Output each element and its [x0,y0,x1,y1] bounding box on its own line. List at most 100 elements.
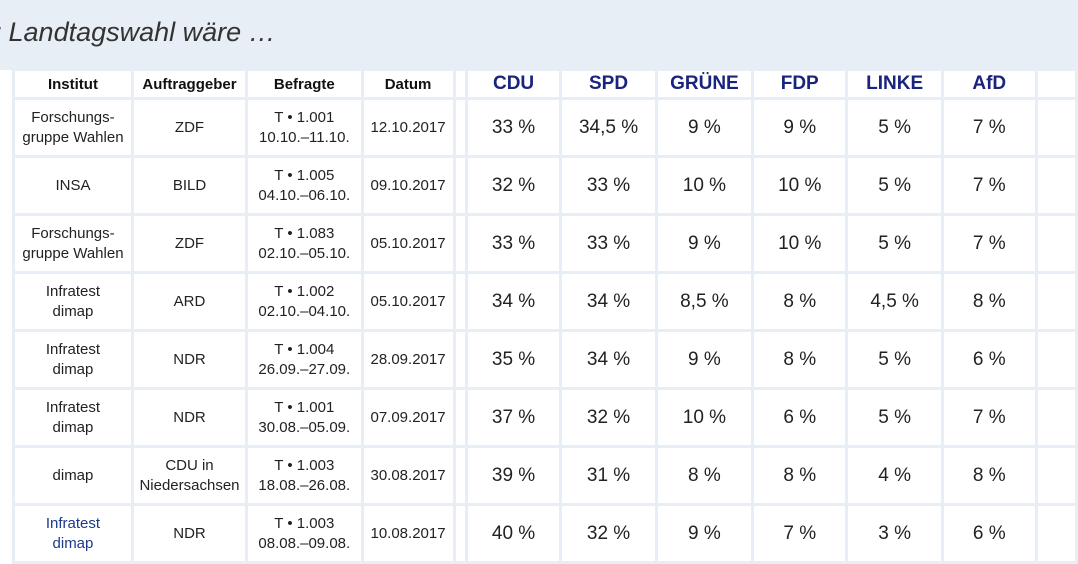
cell-afd: 8 % [943,448,1035,503]
befragte-count: T • 1.004 [274,340,335,358]
institut-line1: dimap [52,466,94,484]
cell-gruene: 9 % [657,216,751,271]
befragte-period: 10.10.–11.10. [258,128,350,146]
cell-overflow [1037,506,1075,561]
cell-spacer [455,274,465,329]
cell-befragte: T • 1.002 02.10.–04.10. [248,274,361,329]
cell-afd: 6 % [943,332,1035,387]
cell-spd: 32 % [562,506,655,561]
header-spacer [455,71,465,97]
institut-link-line1[interactable]: Infratest [45,514,101,532]
cell-fdp: 8 % [754,332,846,387]
cell-linke: 4 % [848,448,941,503]
befragte-period: 08.08.–09.08. [258,534,351,552]
cell-afd: 7 % [943,100,1035,155]
cell-overflow [1037,216,1075,271]
auftraggeber-line1: ZDF [174,118,205,136]
cell-afd: 7 % [943,216,1035,271]
header-linke[interactable]: LINKE [848,71,941,97]
cell-overflow [1037,390,1075,445]
befragte-period: 04.10.–06.10. [258,186,351,204]
header-auftraggeber: Auftraggeber [133,71,246,97]
cell-auftraggeber: BILD [133,158,246,213]
cell-befragte: T • 1.001 30.08.–05.09. [248,390,361,445]
cell-befragte: T • 1.005 04.10.–06.10. [248,158,361,213]
cell-cdu: 32 % [467,158,560,213]
table-row: INSA BILD T • 1.005 04.10.–06.10. 09.10.2… [15,158,1075,213]
auftraggeber-line1: ZDF [174,234,205,252]
cell-linke: 4,5 % [848,274,941,329]
cell-linke: 3 % [848,506,941,561]
table-row: Infratest dimap ARD T • 1.002 02.10.–04.10… [15,274,1075,329]
befragte-count: T • 1.001 [274,108,335,126]
cell-cdu: 37 % [467,390,560,445]
cell-institut: Infratest dimap [15,390,131,445]
befragte-period: 18.08.–26.08. [258,476,351,494]
auftraggeber-line1: ARD [173,292,206,310]
auftraggeber-line1: BILD [172,176,207,194]
institut-line1: Infratest [45,340,101,358]
befragte-count: T • 1.005 [274,166,335,184]
cell-institut: INSA [15,158,131,213]
cell-cdu: 40 % [467,506,560,561]
cell-institut: Infratest dimap [15,332,131,387]
cell-institut: dimap [15,448,131,503]
cell-spacer [455,216,465,271]
institut-link-line2[interactable]: dimap [52,534,94,552]
table-row: Infratest dimap NDR T • 1.001 30.08.–05.09… [15,390,1075,445]
cell-auftraggeber: NDR [133,506,246,561]
befragte-period: 02.10.–05.10. [258,244,351,262]
cell-gruene: 9 % [657,332,751,387]
befragte-count: T • 1.083 [274,224,335,242]
cell-befragte: T • 1.003 18.08.–26.08. [248,448,361,503]
befragte-count: T • 1.003 [274,456,335,474]
cell-befragte: T • 1.083 02.10.–05.10. [248,216,361,271]
header-spd[interactable]: SPD [562,71,655,97]
cell-spacer [455,332,465,387]
institut-line2: gruppe Wahlen [22,244,124,262]
cell-fdp: 10 % [754,158,846,213]
header-cdu[interactable]: CDU [467,71,560,97]
cell-institut: Forschungs-gruppe Wahlen [15,100,131,155]
institut-line1: Infratest [45,282,101,300]
table-row: Forschungs-gruppe Wahlen ZDF T • 1.001 10… [15,100,1075,155]
cell-afd: 8 % [943,274,1035,329]
auftraggeber-line1: NDR [173,350,206,368]
cell-cdu: 33 % [467,100,560,155]
cell-fdp: 9 % [754,100,846,155]
auftraggeber-line2: Niedersachsen [139,476,240,494]
header-fdp[interactable]: FDP [754,71,846,97]
cell-spd: 32 % [562,390,655,445]
institut-line2: dimap [52,302,94,320]
header-datum: Datum [363,71,453,97]
cell-cdu: 35 % [467,332,560,387]
cell-institut: Infratest dimap [15,274,131,329]
befragte-count: T • 1.001 [274,398,335,416]
header-institut: Institut [15,71,131,97]
institut-line1: Infratest [45,398,101,416]
header-row: Institut Auftraggeber Befragte Datum CDU… [15,71,1075,97]
poll-table: Institut Auftraggeber Befragte Datum CDU… [12,68,1078,564]
table-row: dimap CDU in Niedersachsen T • 1.003 18.08… [15,448,1075,503]
cell-auftraggeber: NDR [133,332,246,387]
institut-line2: dimap [52,360,94,378]
table-row: Infratest dimap NDR T • 1.004 26.09.–27.09… [15,332,1075,387]
institut-line1: INSA [55,176,91,194]
header-afd[interactable]: AfD [943,71,1035,97]
institut-line2: gruppe Wahlen [22,128,124,146]
auftraggeber-line1: CDU in [165,456,214,474]
cell-spacer [455,506,465,561]
cell-datum: 10.08.2017 [363,506,453,561]
cell-gruene: 8 % [657,448,751,503]
cell-linke: 5 % [848,390,941,445]
cell-overflow [1037,158,1075,213]
header-overflow [1037,71,1075,97]
cell-datum: 28.09.2017 [363,332,453,387]
cell-institut[interactable]: Infratest dimap [15,506,131,561]
cell-afd: 7 % [943,390,1035,445]
cell-cdu: 39 % [467,448,560,503]
cell-linke: 5 % [848,332,941,387]
header-gruene[interactable]: GRÜNE [657,71,751,97]
page-header-band [0,0,1078,70]
page-heading: g Landtagswahl wäre … [0,17,276,47]
